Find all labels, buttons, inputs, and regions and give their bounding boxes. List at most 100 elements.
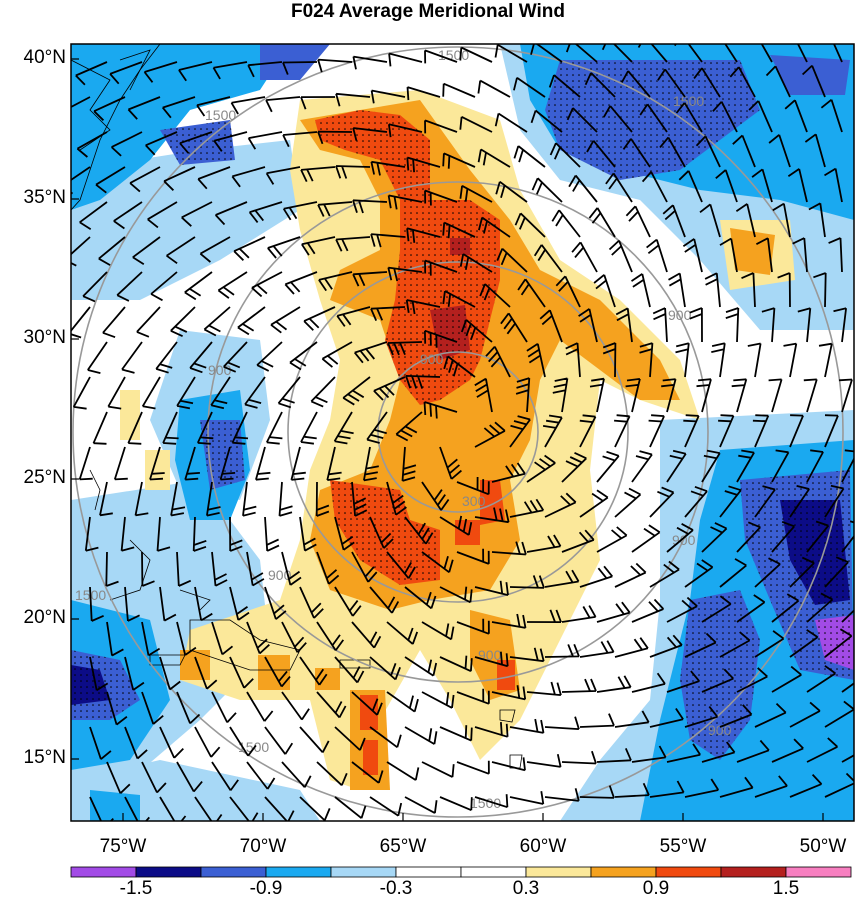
wind-barb — [701, 522, 728, 553]
lon-label: 70°W — [239, 836, 287, 857]
wind-barb — [841, 449, 854, 483]
wind-barb — [495, 180, 528, 203]
wind-barb — [264, 586, 287, 620]
wind-barb — [596, 526, 628, 553]
wind-barb — [729, 66, 756, 98]
wind-barb — [544, 643, 580, 658]
wind-barb — [631, 524, 661, 553]
wind-barb — [806, 737, 839, 763]
wind-barb — [833, 307, 847, 343]
wind-barb — [818, 342, 833, 378]
wind-barb — [386, 691, 419, 713]
wind-barb — [233, 236, 266, 261]
wind-barb — [783, 342, 798, 378]
wind-barb — [789, 556, 815, 588]
wind-barb — [404, 516, 434, 545]
wind-barb — [315, 481, 330, 517]
wind-barb — [789, 629, 819, 658]
wind-barb — [255, 446, 271, 481]
wind-barb — [719, 485, 742, 518]
wind-barb — [796, 44, 808, 63]
wind-barb — [789, 773, 823, 798]
wind-barb — [211, 551, 228, 587]
wind-barb — [210, 376, 231, 410]
wind-barb — [352, 127, 388, 141]
wind-barb — [614, 562, 647, 588]
wind-barb — [334, 516, 355, 551]
wind-barb — [299, 796, 331, 821]
wind-barb — [184, 271, 213, 301]
wind-barb — [684, 706, 719, 728]
wind-barb — [459, 185, 493, 203]
wind-barb — [668, 272, 686, 308]
colorbar-swatch — [135, 866, 202, 878]
wind-barb — [316, 551, 340, 585]
wind-barb — [442, 290, 476, 308]
wind-barb — [223, 341, 248, 373]
lon-label: 60°W — [519, 836, 567, 857]
range-rings — [72, 46, 844, 818]
wind-barb — [747, 342, 762, 378]
wind-barb — [561, 678, 597, 693]
wind-barb — [299, 586, 324, 619]
wind-barb — [509, 718, 545, 734]
wind-barb — [754, 630, 785, 658]
wind-barb — [145, 131, 178, 156]
wind-barb — [84, 516, 99, 552]
wind-barb — [460, 319, 493, 343]
wind-barb — [95, 166, 126, 194]
wind-barb — [719, 631, 751, 658]
wind-barb — [771, 520, 795, 553]
wind-barb — [683, 414, 700, 448]
wind-barb — [768, 378, 783, 413]
wind-barb — [72, 376, 91, 410]
wind-barb — [696, 378, 712, 413]
wind-barb — [317, 130, 353, 145]
wind-barb — [370, 306, 406, 321]
wind-barb — [712, 101, 738, 133]
wind-barb — [513, 145, 546, 168]
wind-barb — [596, 601, 631, 623]
wind-barb — [159, 656, 181, 691]
wind-barb — [649, 634, 683, 658]
wind-barb — [301, 236, 336, 256]
wind-barb — [244, 376, 266, 409]
wind-barb — [603, 105, 633, 133]
wind-barb — [637, 44, 668, 63]
wind-barb — [334, 586, 362, 617]
wind-barb — [579, 785, 615, 799]
wind-barb — [386, 621, 419, 645]
wind-barb — [760, 44, 773, 63]
colorbar-swatch — [720, 866, 787, 878]
wind-barb — [149, 446, 165, 481]
wind-barb — [166, 236, 196, 265]
wind-barb — [841, 754, 854, 763]
wind-barb — [456, 618, 490, 635]
wind-barb — [719, 704, 753, 728]
wind-barb — [509, 791, 545, 805]
wind-barb — [833, 44, 843, 63]
wind-barb — [731, 378, 748, 413]
wind-barb — [89, 796, 114, 821]
wind-barb — [318, 271, 353, 292]
contour-label: 300 — [462, 493, 486, 509]
significance-stipple — [71, 60, 854, 760]
wind-barb — [370, 233, 406, 248]
wind-barb — [494, 44, 528, 63]
wind-barb — [649, 780, 685, 798]
wind-barb — [163, 166, 196, 191]
wind-barb — [735, 203, 756, 238]
wind-barb — [109, 61, 143, 85]
wind-barb — [71, 306, 91, 339]
wind-barb — [299, 516, 317, 552]
wind-barb — [264, 516, 280, 552]
wind-barb — [406, 227, 441, 243]
wind-barb — [162, 411, 179, 445]
wind-barb — [456, 476, 490, 496]
wind-barb — [513, 76, 546, 98]
wind-barb — [170, 481, 186, 517]
lon-label: 55°W — [659, 836, 707, 857]
wind-barb — [491, 757, 526, 772]
wind-barb — [491, 541, 527, 556]
wind-barb — [159, 726, 184, 759]
